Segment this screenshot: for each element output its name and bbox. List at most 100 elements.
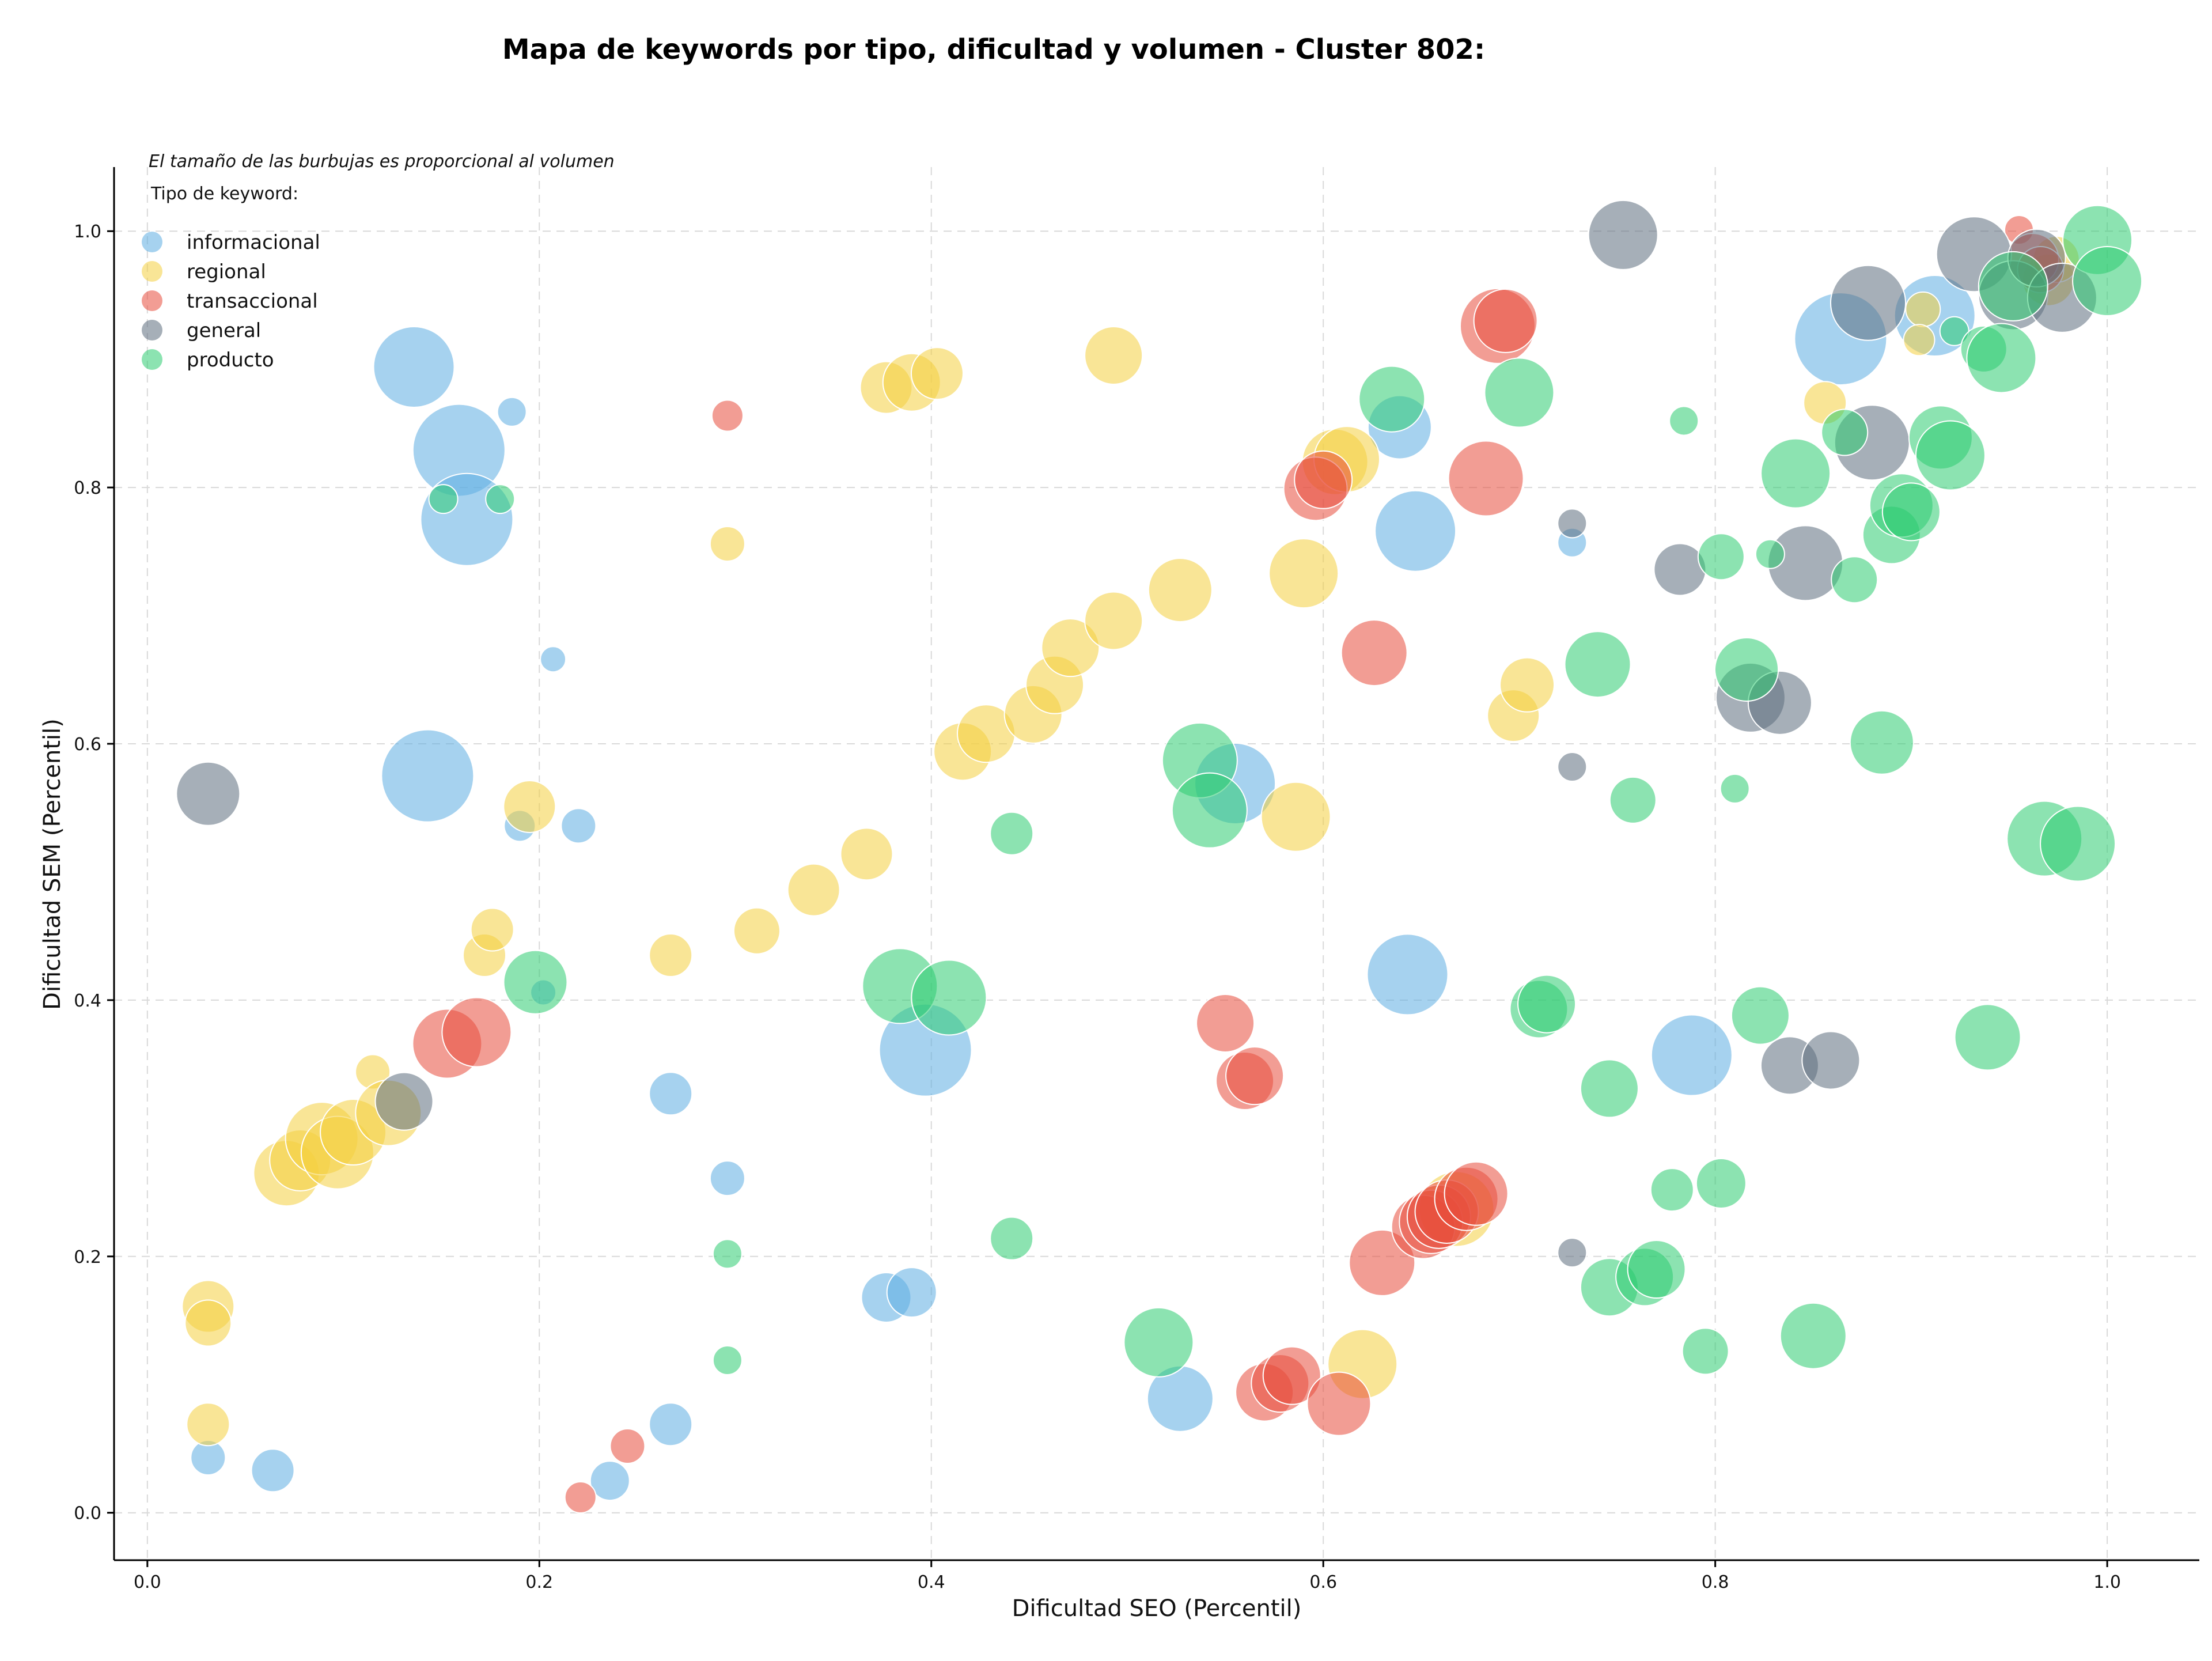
bubble-general	[1653, 543, 1707, 596]
bubble-regional	[787, 863, 840, 917]
bubble-producto	[1669, 406, 1699, 436]
bubble-producto	[1978, 251, 2048, 321]
bubble-producto	[1484, 357, 1555, 428]
bubble-transaccional	[1444, 1161, 1509, 1226]
bubble-producto	[485, 484, 516, 514]
bubble-regional	[649, 933, 693, 978]
bubble-regional	[186, 1402, 230, 1447]
bubble-producto	[1358, 365, 1426, 433]
bubble-producto	[1954, 1004, 2021, 1071]
y-tick-label: 1.0	[74, 222, 101, 242]
x-tick-label: 0.4	[918, 1572, 945, 1592]
bubble-producto	[1627, 1240, 1686, 1299]
bubble-transaccional	[1473, 288, 1538, 353]
bubble-transaccional	[1196, 993, 1255, 1053]
x-axis-ticks: 0.0 0.2 0.4 0.6 0.8 1.0	[134, 1560, 2121, 1592]
bubble-transaccional	[1340, 619, 1408, 687]
y-tick-label: 0.8	[74, 478, 101, 498]
grid-lines	[114, 167, 2199, 1560]
bubble-producto	[1719, 773, 1750, 804]
y-tick-label: 0.6	[74, 735, 101, 755]
legend: informacional regional transaccional genera…	[142, 231, 320, 372]
bubble-regional	[910, 347, 964, 400]
bubble-producto	[1966, 323, 2037, 394]
bubble-informacional	[381, 729, 475, 823]
y-tick-label: 0.2	[74, 1247, 101, 1267]
x-tick-label: 0.6	[1309, 1572, 1337, 1592]
bubble-general	[176, 761, 241, 826]
legend-label-transaccional: transaccional	[187, 290, 318, 313]
legend-title: Tipo de keyword:	[150, 184, 298, 204]
legend-marker-producto	[142, 349, 162, 370]
x-axis-label: Dificultad SEO (Percentil)	[1012, 1595, 1302, 1622]
bubble-regional	[709, 525, 745, 562]
bubble-regional	[1084, 326, 1143, 385]
legend-marker-informacional	[142, 232, 162, 252]
bubble-informacional	[373, 326, 455, 408]
bubble-producto	[1714, 637, 1779, 702]
bubble-producto	[712, 1345, 743, 1375]
bubble-producto	[1695, 1158, 1747, 1209]
bubble-producto	[1821, 408, 1869, 456]
y-tick-label: 0.0	[74, 1504, 101, 1524]
bubble-general	[1588, 199, 1658, 270]
bubble-transaccional	[441, 997, 512, 1068]
series-informacional	[190, 275, 1976, 1501]
legend-marker-transaccional	[142, 290, 162, 311]
bubble-producto	[1831, 556, 1878, 604]
bubble-regional	[184, 1299, 232, 1347]
bubble-producto	[2072, 245, 2143, 316]
bubble-producto	[1564, 631, 1631, 698]
bubble-regional	[1268, 538, 1339, 609]
bubble-informacional	[649, 1402, 693, 1447]
bubble-informacional	[1650, 1014, 1733, 1096]
bubble-informacional	[1374, 490, 1457, 572]
x-tick-label: 0.2	[525, 1572, 553, 1592]
x-tick-label: 0.8	[1702, 1572, 1729, 1592]
bubble-informacional	[540, 646, 567, 673]
bubble-regional	[1903, 324, 1936, 357]
bubble-producto	[2040, 805, 2116, 882]
series-producto	[428, 205, 2143, 1378]
bubble-informacional	[649, 1072, 693, 1116]
bubble-producto	[1779, 1302, 1847, 1369]
legend-label-informacional: informacional	[187, 231, 320, 254]
bubble-informacional	[886, 1267, 937, 1318]
bubble-informacional	[709, 1160, 745, 1197]
bubble-regional	[503, 780, 556, 834]
bubble-general	[374, 1072, 434, 1131]
bubble-informacional	[589, 1461, 630, 1501]
bubble-transaccional	[1262, 1346, 1321, 1405]
bubble-transaccional	[609, 1428, 646, 1465]
bubble-producto	[1171, 772, 1248, 849]
x-tick-label: 0.0	[134, 1572, 161, 1592]
bubble-regional	[1499, 657, 1555, 713]
bubble-regional	[1260, 781, 1331, 852]
bubble-general	[1557, 508, 1588, 539]
bubble-producto	[428, 484, 459, 514]
y-axis-ticks: 0.0 0.2 0.4 0.6 0.8 1.0	[74, 222, 114, 1524]
bubble-producto	[1915, 420, 1986, 491]
legend-marker-regional	[142, 261, 162, 282]
bubble-regional	[733, 907, 781, 955]
bubble-producto	[712, 1239, 743, 1269]
bubble-producto	[503, 949, 568, 1015]
bubble-producto	[990, 1216, 1034, 1261]
bubble-transaccional	[1225, 1046, 1285, 1106]
bubble-regional	[1041, 618, 1100, 678]
bubble-producto	[990, 811, 1034, 856]
bubble-producto	[1123, 1307, 1194, 1378]
bubble-producto	[1681, 1327, 1729, 1375]
bubble-regional	[1905, 291, 1941, 327]
bubble-informacional	[560, 808, 597, 844]
bubble-producto	[1760, 438, 1831, 509]
bubble-transaccional	[1294, 450, 1353, 509]
bubble-producto	[1517, 974, 1577, 1034]
bubble-informacional	[497, 396, 527, 427]
bubble-general	[1557, 752, 1588, 782]
legend-label-general: general	[187, 319, 261, 342]
y-axis-label: Dificultad SEM (Percentil)	[39, 718, 66, 1010]
bubble-producto	[1755, 539, 1785, 569]
bubble-general	[1801, 1031, 1861, 1090]
